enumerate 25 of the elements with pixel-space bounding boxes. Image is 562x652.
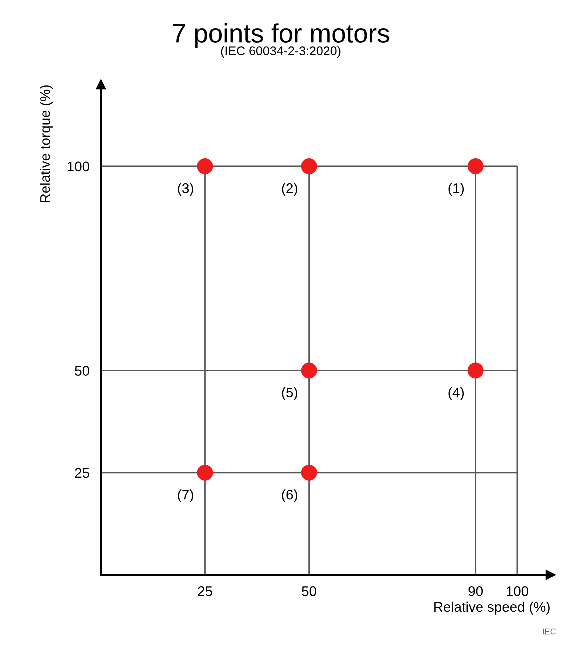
point	[197, 158, 214, 174]
annotation: (3)	[178, 183, 194, 196]
point	[301, 464, 318, 481]
y-tick-label: 50	[75, 366, 90, 376]
annotation: (4)	[448, 387, 464, 400]
point	[197, 464, 214, 481]
annotation: (7)	[178, 490, 194, 503]
point	[468, 362, 484, 379]
x-tick-label: 90	[468, 586, 484, 596]
y-tick-label: 100	[68, 162, 90, 172]
y-tick-label: 25	[75, 468, 90, 478]
text: IEC	[543, 628, 556, 635]
annotation: (1)	[448, 183, 464, 196]
point	[301, 362, 318, 379]
x-tick-label: 25	[198, 586, 212, 596]
chart-subtitle: (IEC 60034-2-3:2020)	[221, 46, 341, 58]
annotation: (2)	[282, 183, 298, 196]
annotation: (6)	[282, 490, 298, 503]
point	[301, 158, 318, 174]
x-axis-title: Relative speed (%)	[434, 602, 550, 615]
x-tick-label: 100	[506, 586, 528, 596]
x-tick-label: 50	[302, 586, 316, 596]
point	[468, 158, 484, 174]
y-axis-title: Relative torque (%)	[40, 86, 53, 202]
annotation: (5)	[282, 387, 298, 400]
